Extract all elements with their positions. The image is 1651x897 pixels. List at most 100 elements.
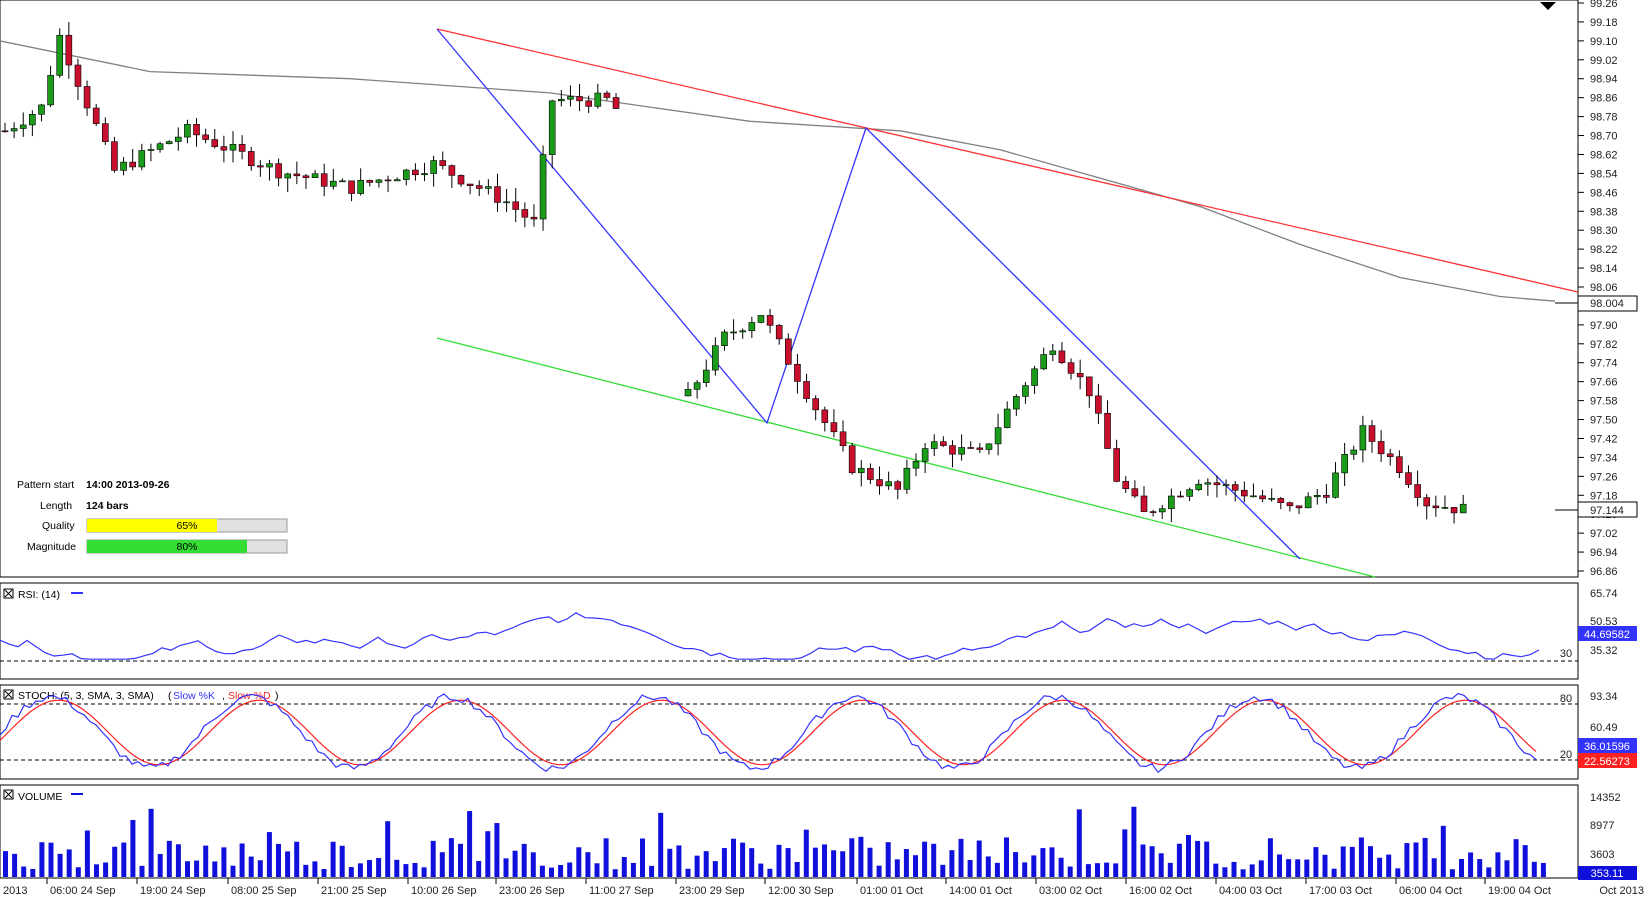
volume-bar <box>530 852 536 877</box>
candle-body <box>1332 472 1339 498</box>
volume-bar <box>1113 863 1119 877</box>
volume-bar <box>1413 842 1419 877</box>
candle-body <box>138 150 146 168</box>
scroll-marker-icon[interactable] <box>1540 2 1556 10</box>
wedge-lower-trendline <box>436 337 1376 578</box>
volume-bar <box>75 867 81 877</box>
volume-bar <box>1013 852 1019 877</box>
price-tick-label: 98.46 <box>1590 187 1618 199</box>
candle-body <box>612 97 620 109</box>
volume-bar <box>1513 839 1519 877</box>
volume-bar <box>239 843 245 877</box>
volume-bar <box>221 847 227 877</box>
candle-body <box>257 165 264 168</box>
candle-body <box>1031 368 1038 386</box>
candle-body <box>539 154 547 220</box>
candle-body <box>1386 453 1394 458</box>
candle-body <box>1377 441 1385 455</box>
volume-bar <box>703 851 709 877</box>
candle-body <box>885 481 892 487</box>
candle-body <box>530 216 538 220</box>
volume-bar <box>248 856 254 877</box>
volume-bar <box>1313 847 1319 877</box>
quality-bar-value: 65% <box>176 520 197 532</box>
volume-bar <box>567 862 573 877</box>
volume-bar <box>294 841 300 877</box>
volume-bar <box>1431 858 1437 877</box>
volume-bar <box>1358 837 1364 877</box>
volume-bar <box>922 841 928 877</box>
volume-bar <box>476 861 482 877</box>
candle-body <box>293 173 301 177</box>
volume-bar <box>494 823 500 877</box>
candle-body <box>1405 472 1412 485</box>
candle-body <box>211 139 219 147</box>
volume-bar <box>321 869 327 877</box>
volume-bar <box>1468 852 1474 877</box>
volume-bar <box>521 843 527 877</box>
candle-body <box>448 165 456 176</box>
pattern-zigzag-line <box>436 28 1301 560</box>
candle-body <box>1222 484 1230 486</box>
volume-bar <box>794 861 800 877</box>
candle-body <box>193 124 200 136</box>
volume-bar <box>1258 860 1264 877</box>
volume-bar <box>1304 859 1310 877</box>
volume-bar <box>721 848 727 877</box>
candle-body <box>384 179 392 182</box>
candle-body <box>1067 362 1075 374</box>
time-tick-label: 12:00 30 Sep <box>768 885 833 897</box>
time-tick-label: 06:00 24 Sep <box>50 885 115 897</box>
volume-bar <box>803 829 809 877</box>
candle-body <box>402 169 410 180</box>
volume-bar <box>1167 862 1173 877</box>
volume-bar <box>885 842 891 877</box>
volume-bar <box>285 851 291 877</box>
candle-body <box>576 96 583 102</box>
volume-bar <box>30 868 36 877</box>
candle-body <box>375 179 383 183</box>
candle-body <box>111 141 118 171</box>
pattern-start-label: Pattern start <box>17 479 74 491</box>
candle-body <box>684 389 692 397</box>
volume-bar <box>175 844 181 877</box>
price-tick-label: 99.02 <box>1590 55 1618 67</box>
volume-bar <box>357 863 363 877</box>
candle-body <box>503 201 510 204</box>
candle-body <box>1432 505 1440 509</box>
volume-bar <box>967 860 973 877</box>
candle-body <box>976 447 984 450</box>
volume-bar <box>539 865 545 877</box>
rsi-tick-3: 35.32 <box>1590 645 1618 657</box>
candle-body <box>1277 498 1285 503</box>
magnitude-bar-fill <box>87 540 247 553</box>
volume-bar <box>985 856 991 877</box>
candle-body <box>812 398 819 411</box>
volume-bar <box>958 838 964 877</box>
time-tick-label: 03:00 02 Oct <box>1039 885 1102 897</box>
candle-body <box>739 330 747 333</box>
volume-bar <box>812 847 818 877</box>
price-tick-label: 97.42 <box>1590 433 1618 445</box>
candle-body <box>348 180 355 194</box>
volume-bar <box>103 862 109 877</box>
volume-bar <box>1131 806 1137 877</box>
volume-bar <box>612 869 618 877</box>
candle-body <box>1286 502 1294 507</box>
candle-body <box>494 186 501 203</box>
price-tick-label: 98.94 <box>1590 74 1618 86</box>
volume-bar <box>1049 847 1055 877</box>
candle-body <box>238 143 246 152</box>
volume-bar <box>840 851 846 877</box>
candlesticks <box>1 21 1467 524</box>
candle-body <box>958 447 965 455</box>
price-tick-label: 98.38 <box>1590 206 1618 218</box>
price-tick-label: 98.78 <box>1590 112 1618 124</box>
price-tick-label: 97.74 <box>1590 358 1618 370</box>
candle-body <box>165 141 173 145</box>
candle-body <box>839 431 847 447</box>
volume-bar <box>1040 848 1046 877</box>
candle-body <box>766 315 774 326</box>
candle-body <box>330 180 337 187</box>
